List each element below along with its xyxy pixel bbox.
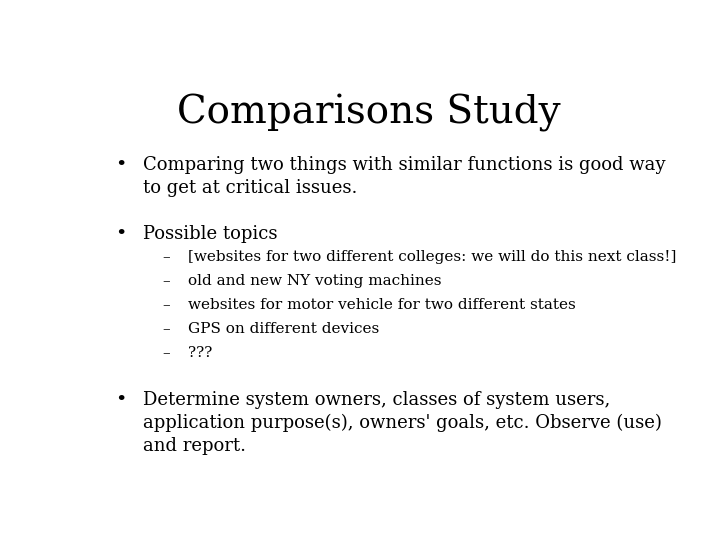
Text: GPS on different devices: GPS on different devices	[188, 322, 379, 336]
Text: [websites for two different colleges: we will do this next class!]: [websites for two different colleges: we…	[188, 250, 676, 264]
Text: •: •	[115, 156, 127, 174]
Text: websites for motor vehicle for two different states: websites for motor vehicle for two diffe…	[188, 298, 575, 312]
Text: Determine system owners, classes of system users,: Determine system owners, classes of syst…	[143, 391, 611, 409]
Text: old and new NY voting machines: old and new NY voting machines	[188, 274, 441, 288]
Text: –: –	[163, 298, 170, 312]
Text: ???: ???	[188, 346, 212, 360]
Text: and report.: and report.	[143, 437, 246, 455]
Text: –: –	[163, 346, 170, 360]
Text: Comparisons Study: Comparisons Study	[177, 94, 561, 132]
Text: –: –	[163, 322, 170, 336]
Text: –: –	[163, 250, 170, 264]
Text: •: •	[115, 391, 127, 409]
Text: –: –	[163, 274, 170, 288]
Text: Possible topics: Possible topics	[143, 225, 277, 243]
Text: Comparing two things with similar functions is good way: Comparing two things with similar functi…	[143, 156, 665, 174]
Text: •: •	[115, 225, 127, 243]
Text: to get at critical issues.: to get at critical issues.	[143, 179, 357, 197]
Text: application purpose(s), owners' goals, etc. Observe (use): application purpose(s), owners' goals, e…	[143, 414, 662, 433]
